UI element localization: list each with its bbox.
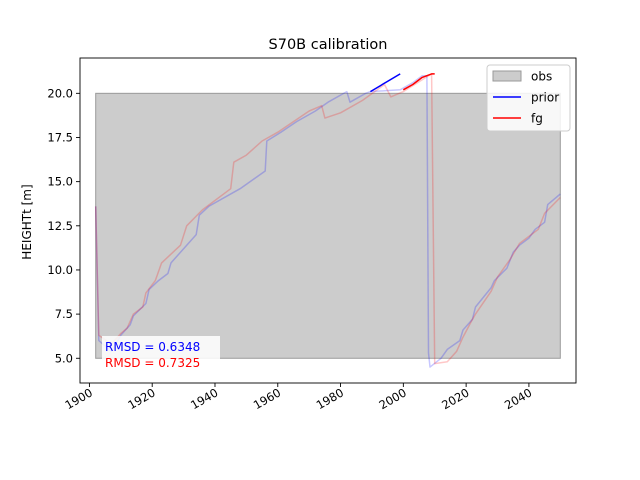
axes-frame	[79, 57, 577, 384]
obs-region	[95, 92, 561, 359]
series-prior-faded-line	[94, 74, 561, 368]
rmsd-annotations: RMSD = 0.6348 RMSD = 0.7325	[102, 336, 220, 372]
y-tick-label: 20.0	[47, 86, 73, 100]
legend-obs-label: obs	[531, 70, 552, 84]
series-fg-faded-line	[94, 73, 561, 365]
series-fg-line	[402, 73, 435, 91]
y-tick-label: 10.0	[47, 263, 73, 277]
y-tick-label: 12.5	[47, 219, 73, 233]
y-tick-label: 7.5	[55, 307, 73, 321]
y-axis-label: HEIGHTt [m]	[20, 184, 34, 259]
y-tick-label: 17.5	[47, 130, 73, 144]
legend-prior-label: prior	[531, 91, 559, 105]
rmsd-text: RMSD = 0.6348	[105, 340, 200, 354]
annotation-background	[102, 336, 220, 372]
legend-obs-swatch	[492, 70, 522, 82]
legend-fg-label: fg	[531, 112, 543, 126]
y-tick-label: 5.0	[55, 351, 73, 365]
chart-title: S70B calibration	[269, 37, 388, 53]
y-tick-label: 15.0	[47, 175, 73, 189]
rmsd-text: RMSD = 0.7325	[105, 356, 200, 370]
series-prior-line	[370, 73, 401, 93]
legend: obs prior fg	[486, 64, 571, 132]
plot-area	[94, 73, 561, 368]
